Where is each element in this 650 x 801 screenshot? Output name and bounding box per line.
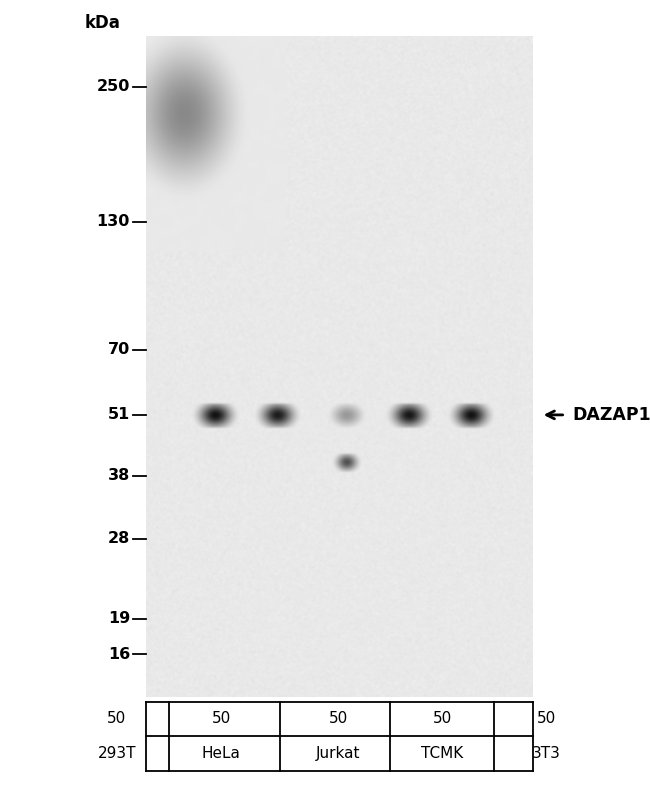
Text: Jurkat: Jurkat	[316, 746, 360, 761]
Text: 38: 38	[108, 468, 130, 483]
Text: 50: 50	[211, 711, 231, 727]
Text: 70: 70	[108, 342, 130, 357]
Text: 51: 51	[108, 408, 130, 422]
Text: TCMK: TCMK	[421, 746, 463, 761]
Text: DAZAP1: DAZAP1	[572, 406, 650, 424]
Text: 28: 28	[108, 531, 130, 546]
Text: kDa: kDa	[84, 14, 120, 32]
Text: 50: 50	[432, 711, 452, 727]
Text: 250: 250	[97, 79, 130, 95]
Text: HeLa: HeLa	[202, 746, 240, 761]
Text: 293T: 293T	[98, 746, 136, 761]
Text: 3T3: 3T3	[532, 746, 560, 761]
Text: 16: 16	[108, 646, 130, 662]
Text: 130: 130	[97, 215, 130, 229]
Text: 50: 50	[328, 711, 348, 727]
Text: 19: 19	[108, 611, 130, 626]
Text: 50: 50	[107, 711, 127, 727]
Text: 50: 50	[536, 711, 556, 727]
